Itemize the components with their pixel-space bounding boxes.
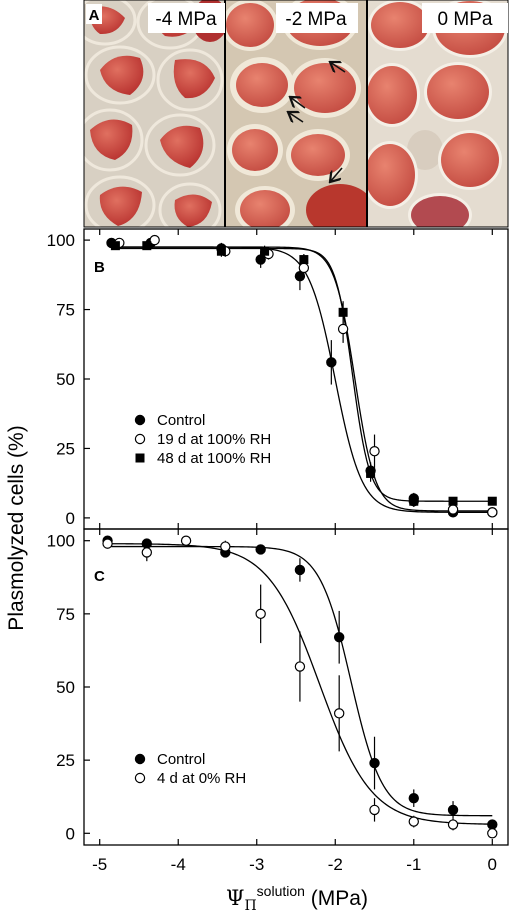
legend-label: 48 d at 100% RH — [157, 450, 271, 467]
data-point — [447, 504, 459, 515]
x-tick-label: -3 — [249, 855, 264, 874]
legend-marker — [134, 414, 146, 426]
data-point — [369, 757, 380, 769]
x-tick-label: -5 — [92, 855, 107, 874]
y-tick-label: 0 — [66, 509, 75, 528]
data-point — [408, 816, 419, 827]
panel-b-plot: 0 25 50 75 100 B Control 19 d at 100% RH 48 d at… — [47, 228, 509, 530]
photo-label: -4 MPa — [155, 9, 217, 30]
data-point — [369, 804, 380, 816]
y-tick-label: 100 — [47, 532, 75, 551]
photo-minus-2mpa — [225, 0, 367, 227]
data-point — [255, 544, 266, 555]
legend-label: 4 d at 0% RH — [157, 770, 246, 787]
arrow-icon — [330, 167, 343, 182]
panel-label: C — [94, 568, 105, 585]
data-point — [180, 535, 192, 546]
data-point — [338, 307, 348, 317]
y-tick-label: 25 — [56, 751, 75, 770]
photo-minus-4mpa — [84, 0, 225, 227]
data-point — [110, 241, 120, 251]
data-point — [142, 241, 152, 251]
x-tick-label: -4 — [171, 855, 186, 874]
panel-c-plot: 0 25 50 75 100 -5 -4 -3 -2 -1 0 C Control 4 d at 0% R… — [47, 528, 509, 874]
panel-a-label: A — [89, 7, 100, 24]
data-point — [337, 323, 349, 335]
data-point — [220, 541, 231, 552]
arrow-icon — [288, 112, 304, 122]
y-tick-label: 50 — [56, 370, 75, 389]
data-point — [299, 255, 309, 265]
fit-curve — [111, 545, 493, 817]
data-point — [294, 661, 306, 672]
data-point — [369, 446, 380, 457]
fit-curve — [111, 247, 493, 502]
x-tick-label: -2 — [328, 855, 343, 874]
arrow-icon — [290, 97, 306, 109]
data-point — [216, 246, 226, 256]
photo-0mpa — [367, 0, 508, 227]
y-tick-label: 25 — [56, 439, 75, 458]
legend-marker — [134, 433, 146, 445]
fit-curve — [111, 246, 493, 512]
legend-marker — [134, 772, 146, 784]
data-point — [255, 608, 266, 620]
data-point — [408, 792, 419, 804]
legend-label: Control — [157, 412, 205, 429]
data-point — [409, 496, 419, 506]
data-point — [366, 468, 376, 478]
y-tick-label: 50 — [56, 678, 75, 697]
data-point — [487, 828, 498, 839]
x-axis-label: ΨΠsolution (MPa) — [226, 883, 368, 914]
data-point — [447, 819, 459, 830]
legend-marker — [134, 753, 146, 765]
y-tick-label: 100 — [47, 231, 75, 250]
arrow-icon — [330, 62, 346, 72]
panel-label: B — [94, 259, 105, 276]
data-point — [487, 819, 498, 830]
data-point — [326, 357, 337, 368]
data-point — [260, 246, 270, 256]
y-tick-label: 75 — [56, 301, 75, 320]
data-point — [149, 234, 160, 246]
data-point — [102, 538, 113, 549]
data-point — [447, 804, 459, 816]
data-point — [141, 538, 153, 549]
panel-a-photos: A -4 MPa -2 MPa 0 MPa — [83, 0, 509, 228]
y-axis-label: Plasmolyzed cells (%) — [5, 425, 28, 630]
photo-label: 0 MPa — [438, 9, 493, 30]
data-point — [141, 547, 153, 558]
fit-curve — [111, 543, 493, 825]
y-tick-label: 0 — [66, 824, 75, 843]
data-point — [333, 632, 345, 643]
fit-curve — [111, 246, 493, 513]
data-point — [333, 708, 345, 719]
data-point — [487, 507, 498, 518]
data-point — [487, 496, 497, 506]
plot-frame — [83, 528, 509, 846]
photo-label: -2 MPa — [285, 9, 347, 30]
data-point — [294, 564, 306, 576]
legend-label: Control — [157, 751, 205, 768]
legend-label: 19 d at 100% RH — [157, 431, 271, 448]
data-point — [294, 271, 306, 282]
y-tick-label: 75 — [56, 605, 75, 624]
data-point — [448, 496, 458, 506]
data-point — [298, 262, 310, 274]
plots: 0 25 50 75 100 B Control 19 d at 100% RH 48 d at… — [47, 228, 509, 874]
x-tick-label: 0 — [488, 855, 497, 874]
legend-marker — [135, 453, 145, 463]
x-tick-label: -1 — [406, 855, 421, 874]
